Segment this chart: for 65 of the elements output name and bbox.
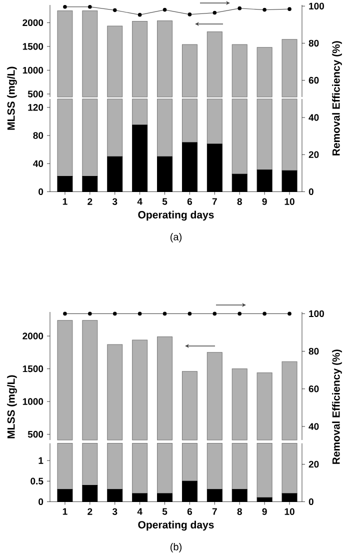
x-tick-label: 7 <box>212 508 217 515</box>
y2-tick-label: 80 <box>308 348 319 355</box>
bar <box>57 443 73 490</box>
bar <box>157 443 173 494</box>
x-tick-label: 6 <box>187 508 192 515</box>
y-tick-label: 1500 <box>22 43 44 50</box>
y2-axis-title: Removal Efficiency (%) <box>332 41 342 156</box>
y-tick-label: 0 <box>38 188 44 196</box>
bar <box>82 443 98 486</box>
y2-tick-label: 20 <box>308 460 319 468</box>
bar <box>132 443 148 494</box>
bar <box>282 443 298 494</box>
bar <box>107 443 123 490</box>
y-tick-label: 1500 <box>22 365 44 372</box>
x-tick-label: 6 <box>187 198 192 205</box>
x-tick-label: 1 <box>62 198 68 205</box>
bar <box>206 443 222 490</box>
x-tick-label: 3 <box>112 508 118 515</box>
y2-tick-label: 40 <box>308 114 319 121</box>
x-axis-title: Operating days <box>138 520 214 531</box>
x-tick-label: 7 <box>212 198 217 205</box>
y2-axis-title: Removal Efficiency (%) <box>332 350 342 464</box>
bar <box>232 443 248 490</box>
x-tick-label: 5 <box>162 198 168 205</box>
x-tick-label: 8 <box>237 508 242 515</box>
y2-tick-label: 80 <box>308 40 319 47</box>
text: (b) <box>170 543 182 552</box>
x-tick-label: 4 <box>137 198 142 205</box>
y-tick-label: 1000 <box>22 398 44 405</box>
text: (a) <box>170 233 182 242</box>
y-tick-label: 0.5 <box>30 478 44 484</box>
x-tick-label: 10 <box>284 198 294 205</box>
x-tick-label: 2 <box>88 198 92 205</box>
bar <box>182 443 198 482</box>
y2-tick-label: 40 <box>308 423 319 430</box>
y2-tick-label: 60 <box>308 386 319 392</box>
bar <box>256 443 272 498</box>
y-tick-label: 500 <box>28 430 44 438</box>
x-tick-label: 4 <box>137 508 142 515</box>
y-axis-title: MLSS (mg/L) <box>7 66 17 130</box>
y-tick-label: 2000 <box>22 332 44 340</box>
y-tick-label: 40 <box>33 160 44 167</box>
y2-tick-label: 60 <box>308 76 319 84</box>
y-tick-label: 120 <box>28 104 44 111</box>
x-tick-label: 3 <box>112 198 118 205</box>
x-tick-label: 2 <box>88 508 92 515</box>
y-tick-label: 500 <box>28 90 44 98</box>
x-tick-label: 10 <box>284 508 294 515</box>
y2-tick-label: 100 <box>309 2 324 10</box>
y2-tick-label: 100 <box>309 310 324 318</box>
x-tick-label: 8 <box>237 198 242 205</box>
x-tick-label: 9 <box>262 198 267 205</box>
x-tick-label: 1 <box>62 508 68 515</box>
y-axis-title: MLSS (mg/L) <box>7 375 17 438</box>
x-tick-label: 5 <box>162 508 168 515</box>
y-tick-label: 2000 <box>22 19 44 26</box>
x-tick-label: 9 <box>262 508 267 515</box>
y-tick-label: 80 <box>33 132 44 139</box>
x-axis-title: Operating days <box>138 210 214 221</box>
y2-tick-label: 20 <box>308 151 319 158</box>
y2-tick-label: 0 <box>308 188 314 196</box>
y-tick-label: 1000 <box>22 66 44 74</box>
y-tick-label: 0 <box>38 498 44 506</box>
y2-tick-label: 0 <box>308 498 314 506</box>
y-tick-label: 1 <box>38 457 44 464</box>
